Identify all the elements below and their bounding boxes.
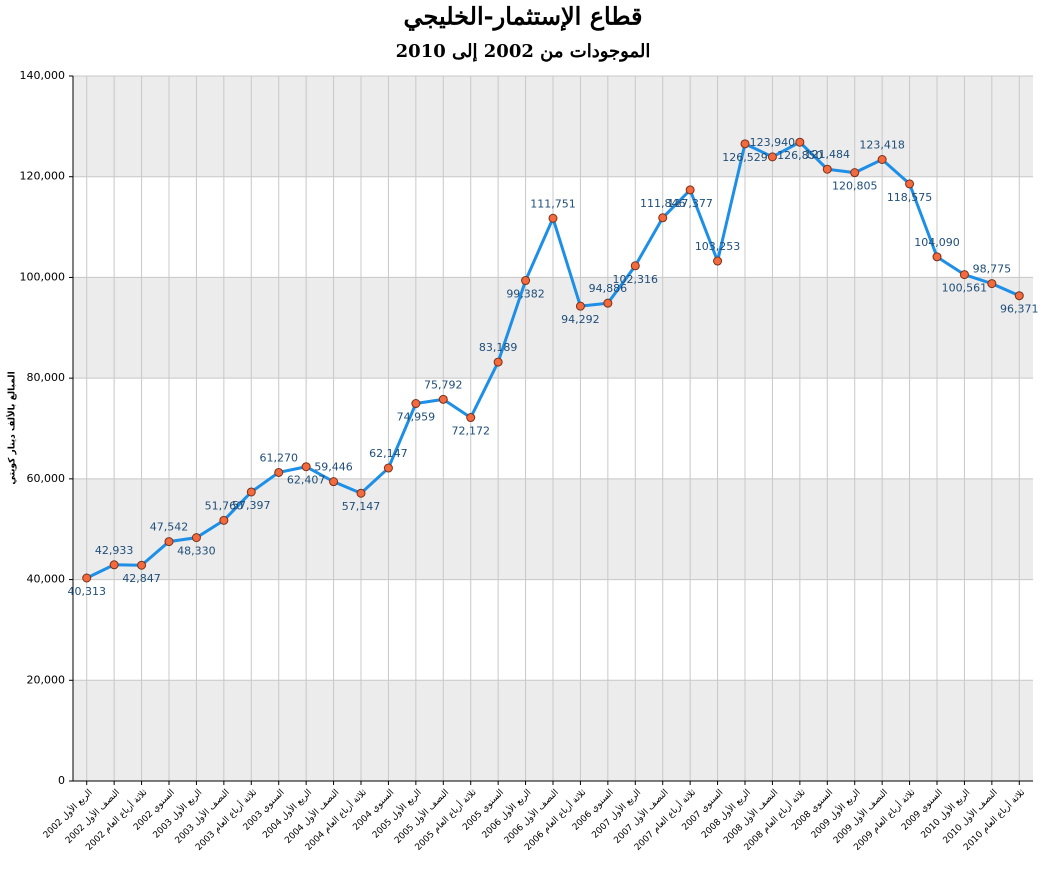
marker <box>658 213 668 223</box>
y-tick-label: 80,000 <box>27 371 66 384</box>
marker <box>329 477 339 487</box>
data-label: 104,090 <box>914 236 960 249</box>
data-label: 126,850 <box>777 149 823 162</box>
marker <box>246 487 256 497</box>
data-label: 83,189 <box>479 341 518 354</box>
marker <box>438 394 448 404</box>
data-label: 120,805 <box>832 180 878 193</box>
marker <box>822 164 832 174</box>
chart-subtitle: الموجودات من 2002 إلى 2010 <box>396 41 651 62</box>
data-label: 98,775 <box>973 263 1012 276</box>
data-label: 118,575 <box>887 191 933 204</box>
marker <box>905 179 915 189</box>
marker <box>82 573 92 583</box>
marker <box>356 488 366 498</box>
y-axis-label: المبالغ بالألف دينار كويتي <box>6 371 18 484</box>
data-label: 94,886 <box>589 282 628 295</box>
marker <box>109 560 119 570</box>
marker <box>191 533 201 543</box>
marker <box>713 256 723 266</box>
data-label: 111,846 <box>640 197 686 210</box>
marker <box>850 168 860 178</box>
data-label: 47,542 <box>150 521 189 534</box>
marker <box>603 298 613 308</box>
marker <box>521 276 531 286</box>
data-label: 126,529 <box>722 151 768 164</box>
data-label: 96,371 <box>1000 303 1039 316</box>
data-label: 59,446 <box>314 461 353 474</box>
marker <box>219 515 229 525</box>
data-label: 62,407 <box>287 474 326 487</box>
data-label: 51,760 <box>205 499 244 512</box>
data-label: 57,147 <box>342 500 381 513</box>
marker <box>877 155 887 165</box>
marker <box>767 152 777 162</box>
data-label: 99,382 <box>506 288 545 301</box>
marker <box>795 137 805 147</box>
data-label: 75,792 <box>424 378 463 391</box>
y-tick-label: 40,000 <box>27 573 66 586</box>
chart-title: قطاع الإستثمار-الخليجي <box>404 2 643 32</box>
marker <box>301 462 311 472</box>
data-label: 61,270 <box>259 451 298 464</box>
y-tick-label: 0 <box>58 774 65 787</box>
marker <box>274 467 284 477</box>
data-label: 121,484 <box>805 148 851 161</box>
data-label: 94,292 <box>561 313 600 326</box>
y-tick-label: 100,000 <box>20 270 66 283</box>
marker <box>548 213 558 223</box>
data-label: 48,330 <box>177 545 216 558</box>
data-label: 42,933 <box>95 544 134 557</box>
y-tick-label: 140,000 <box>20 69 66 82</box>
data-label: 123,418 <box>859 139 905 152</box>
marker <box>959 270 969 280</box>
marker <box>1014 291 1024 301</box>
y-tick-label: 120,000 <box>20 170 66 183</box>
marker <box>987 279 997 289</box>
data-label: 100,561 <box>942 282 988 295</box>
marker <box>685 185 695 195</box>
data-label: 123,940 <box>750 136 796 149</box>
marker <box>740 139 750 149</box>
data-label: 102,316 <box>613 273 659 286</box>
data-label: 42,847 <box>122 572 161 585</box>
data-label: 57,397 <box>232 499 271 512</box>
data-label: 72,172 <box>451 425 490 438</box>
data-label: 103,253 <box>695 240 741 253</box>
data-label: 74,959 <box>397 411 436 424</box>
marker <box>164 537 174 547</box>
marker <box>137 560 147 570</box>
data-label: 117,377 <box>667 197 713 210</box>
marker <box>630 261 640 271</box>
marker <box>411 399 421 409</box>
data-label: 111,751 <box>530 197 576 210</box>
x-tick-label: الربع الأول 2002 <box>40 786 94 840</box>
y-tick-label: 60,000 <box>27 472 66 485</box>
marker <box>493 357 503 367</box>
marker <box>466 413 476 423</box>
data-label: 62,147 <box>369 447 408 460</box>
y-tick-label: 20,000 <box>27 673 66 686</box>
marker <box>383 463 393 473</box>
marker <box>575 301 585 311</box>
marker <box>932 252 942 262</box>
data-label: 40,313 <box>67 585 106 598</box>
